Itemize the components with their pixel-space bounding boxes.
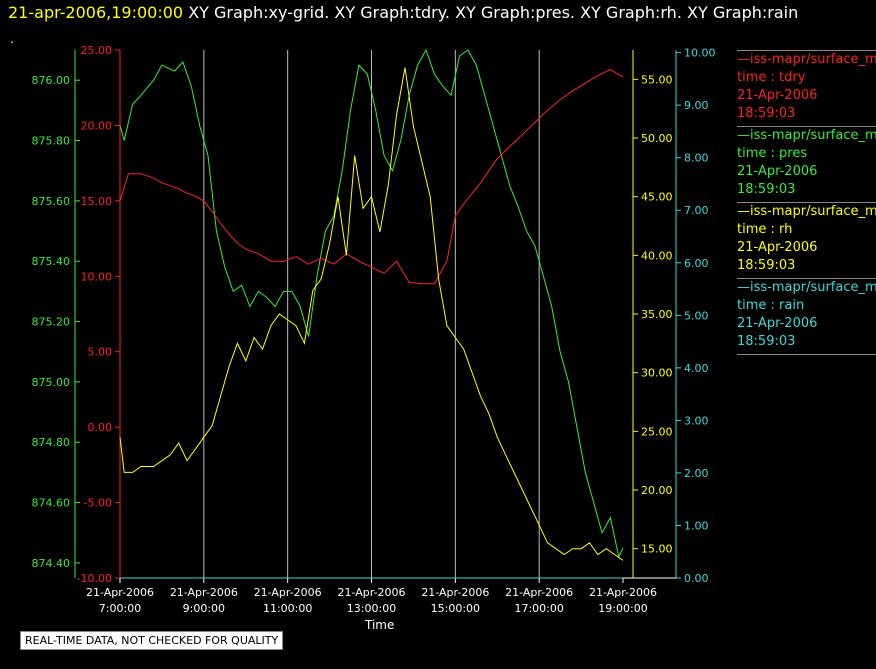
tdry-tick-label: 0.00 bbox=[88, 421, 113, 434]
pres-tick-label: 874.80 bbox=[32, 436, 71, 449]
x-tick-date-label: 21-Apr-2006 bbox=[589, 586, 657, 599]
header-graph-list: XY Graph:xy-grid. XY Graph:tdry. XY Grap… bbox=[188, 3, 799, 22]
legend-time: 18:59:03 bbox=[737, 334, 796, 349]
legend-time: 18:59:03 bbox=[737, 106, 796, 121]
legend-entry-rh: —iss-mapr/surface_m time : rh 21-Apr-200… bbox=[737, 202, 876, 278]
legend-source: —iss-mapr/surface_m bbox=[737, 204, 876, 219]
x-tick-date-label: 21-Apr-2006 bbox=[86, 586, 154, 599]
series-line-pres bbox=[119, 48, 624, 559]
x-tick-time-label: 11:00:00 bbox=[263, 602, 312, 615]
tdry-tick-label: 5.00 bbox=[88, 346, 113, 359]
pres-tick-label: 876.00 bbox=[32, 74, 71, 87]
x-axis-title: Time bbox=[365, 618, 395, 632]
rh-tick-label: 40.00 bbox=[641, 249, 673, 262]
legend-time: 18:59:03 bbox=[737, 258, 796, 273]
x-tick-date-label: 21-Apr-2006 bbox=[170, 586, 238, 599]
rain-tick-label: 10.00 bbox=[684, 47, 716, 60]
tdry-tick-label: 25.00 bbox=[81, 44, 113, 57]
rh-tick-label: 25.00 bbox=[641, 425, 673, 438]
rh-tick-label: 35.00 bbox=[641, 308, 673, 321]
rh-tick-label: 55.00 bbox=[641, 73, 673, 86]
legend-entry-pres: —iss-mapr/surface_m time : pres 21-Apr-2… bbox=[737, 126, 876, 202]
pres-tick-label: 874.40 bbox=[32, 557, 71, 570]
pres-tick-label: 874.60 bbox=[32, 497, 71, 510]
x-tick-time-label: 7:00:00 bbox=[99, 602, 141, 615]
rain-tick-label: 9.00 bbox=[684, 99, 709, 112]
rain-tick-label: 3.00 bbox=[684, 414, 709, 427]
x-tick-date-label: 21-Apr-2006 bbox=[421, 586, 489, 599]
x-tick-date-label: 21-Apr-2006 bbox=[505, 586, 573, 599]
legend-source: —iss-mapr/surface_m bbox=[737, 280, 876, 295]
legend-entry-rain: —iss-mapr/surface_m time : rain 21-Apr-2… bbox=[737, 278, 876, 355]
rain-tick-label: 8.00 bbox=[684, 152, 709, 165]
pres-tick-label: 875.00 bbox=[32, 376, 71, 389]
rain-tick-label: 7.00 bbox=[684, 204, 709, 217]
legend-source: —iss-mapr/surface_m bbox=[737, 52, 876, 67]
legend: —iss-mapr/surface_m time : tdry 21-Apr-2… bbox=[737, 50, 876, 355]
pres-tick-label: 875.40 bbox=[32, 255, 71, 268]
legend-variable: time : rh bbox=[737, 222, 793, 237]
pres-tick-label: 875.80 bbox=[32, 135, 71, 148]
tdry-tick-label: 10.00 bbox=[81, 270, 113, 283]
tdry-tick-label: -10.00 bbox=[77, 572, 112, 585]
legend-date: 21-Apr-2006 bbox=[737, 316, 818, 331]
series-line-tdry bbox=[119, 69, 624, 285]
x-tick-time-label: 15:00:00 bbox=[431, 602, 480, 615]
legend-entry-tdry: —iss-mapr/surface_m time : tdry 21-Apr-2… bbox=[737, 50, 876, 126]
rh-tick-label: 15.00 bbox=[641, 543, 673, 556]
series-line-rh bbox=[119, 67, 624, 561]
tdry-tick-label: -5.00 bbox=[84, 497, 112, 510]
legend-variable: time : rain bbox=[737, 298, 805, 313]
tdry-tick-label: 20.00 bbox=[81, 119, 113, 132]
x-tick-time-label: 17:00:00 bbox=[514, 602, 563, 615]
x-tick-time-label: 13:00:00 bbox=[347, 602, 396, 615]
rh-tick-label: 30.00 bbox=[641, 367, 673, 380]
pres-tick-label: 875.60 bbox=[32, 195, 71, 208]
legend-time: 18:59:03 bbox=[737, 182, 796, 197]
x-tick-time-label: 19:00:00 bbox=[598, 602, 647, 615]
legend-date: 21-Apr-2006 bbox=[737, 164, 818, 179]
header-dot: . bbox=[10, 32, 14, 46]
legend-source: —iss-mapr/surface_m bbox=[737, 128, 876, 143]
x-tick-time-label: 9:00:00 bbox=[183, 602, 225, 615]
quality-disclaimer: REAL-TIME DATA, NOT CHECKED FOR QUALITY bbox=[20, 631, 284, 650]
rain-tick-label: 0.00 bbox=[684, 572, 709, 585]
x-tick-date-label: 21-Apr-2006 bbox=[337, 586, 405, 599]
x-tick-date-label: 21-Apr-2006 bbox=[254, 586, 322, 599]
rain-tick-label: 6.00 bbox=[684, 257, 709, 270]
tdry-tick-label: 15.00 bbox=[81, 195, 113, 208]
rain-tick-label: 5.00 bbox=[684, 309, 709, 322]
legend-date: 21-Apr-2006 bbox=[737, 88, 818, 103]
legend-variable: time : tdry bbox=[737, 70, 806, 85]
legend-variable: time : pres bbox=[737, 146, 808, 161]
graph-header: 21-apr-2006,19:00:00 XY Graph:xy-grid. X… bbox=[8, 3, 798, 22]
header-timestamp: 21-apr-2006,19:00:00 bbox=[8, 3, 184, 22]
rain-tick-label: 4.00 bbox=[684, 362, 709, 375]
rh-tick-label: 20.00 bbox=[641, 484, 673, 497]
legend-date: 21-Apr-2006 bbox=[737, 240, 818, 255]
pres-tick-label: 875.20 bbox=[32, 316, 71, 329]
rain-tick-label: 1.00 bbox=[684, 519, 709, 532]
rain-tick-label: 2.00 bbox=[684, 467, 709, 480]
rh-tick-label: 45.00 bbox=[641, 191, 673, 204]
rh-tick-label: 50.00 bbox=[641, 132, 673, 145]
